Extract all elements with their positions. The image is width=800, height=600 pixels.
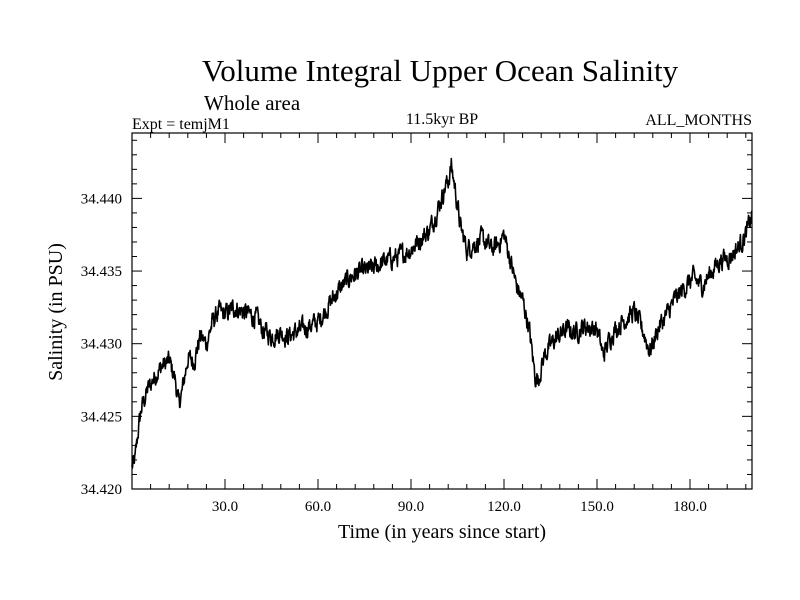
plot-frame [131,132,753,490]
chart-subtitle: Whole area [204,91,301,115]
salinity-series-line [131,157,753,469]
chart-title: Volume Integral Upper Ocean Salinity [202,53,679,88]
x-tick-label: 120.0 [487,499,521,515]
x-tick-label: 180.0 [673,499,707,515]
months-label: ALL_MONTHS [645,112,752,129]
series-layer [131,157,753,469]
axis-ticks [132,133,752,490]
x-tick-label: 90.0 [398,499,424,515]
period-label: 11.5kyr BP [406,111,478,128]
y-tick-label: 34.420 [81,482,122,498]
tick-labels: 30.0 60.0 90.0 120.0 150.0 180.0 34.420 34.425 3… [81,191,707,515]
x-tick-label: 150.0 [580,499,614,515]
y-tick-label: 34.430 [81,337,122,353]
y-axis-label: Salinity (in PSU) [45,243,67,381]
y-tick-label: 34.440 [81,191,122,207]
x-tick-label: 30.0 [212,499,238,515]
y-tick-label: 34.435 [81,264,122,280]
experiment-label: Expt = temjM1 [132,116,230,133]
x-tick-label: 60.0 [305,499,331,515]
y-tick-label: 34.425 [81,409,122,425]
x-axis-label: Time (in years since start) [338,521,546,543]
